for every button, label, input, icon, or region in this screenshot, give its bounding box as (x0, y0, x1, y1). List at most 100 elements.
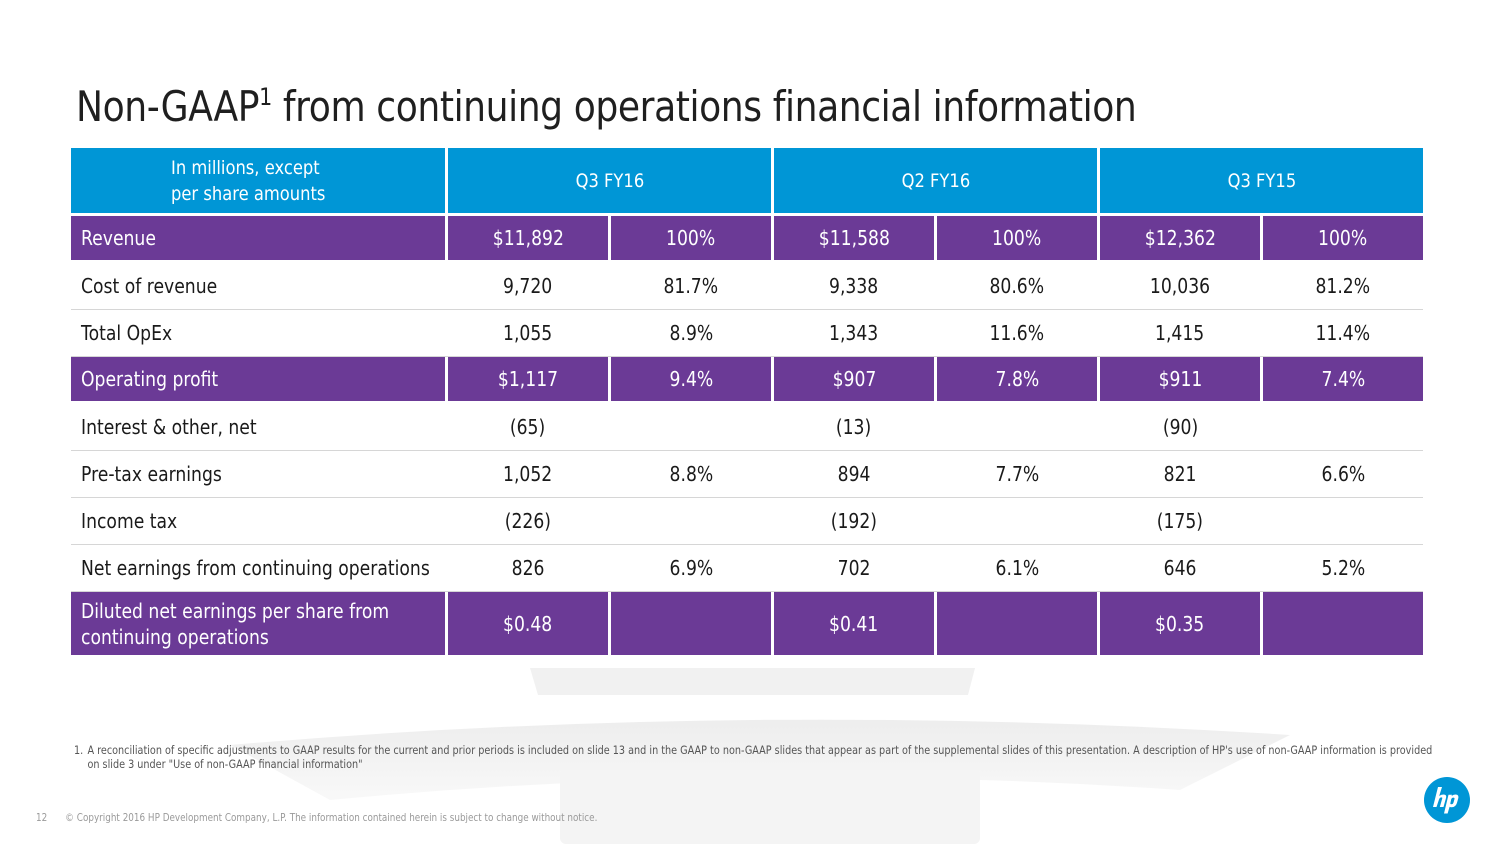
cell-value: (65) (510, 415, 546, 439)
cell-q2fy16-value: $11,588 (774, 216, 935, 263)
row-divider (71, 309, 1420, 310)
cell-value: 11.6% (989, 321, 1045, 345)
cell-q2fy16-value: 894 (774, 451, 935, 498)
cell-value: (90) (1162, 415, 1198, 439)
cell-value: 1,052 (503, 462, 553, 486)
cell-value: $911 (1158, 367, 1202, 391)
cell-q3fy15-percent: 6.6% (1263, 451, 1424, 498)
cell-q3fy15-percent (1263, 498, 1424, 545)
cell-value: 9.4% (669, 367, 713, 391)
row-label-text: Total OpEx (81, 321, 173, 345)
cell-q2fy16-value: $907 (774, 357, 935, 404)
cell-value: 8.8% (669, 462, 713, 486)
footnote-number: 1. (74, 743, 84, 757)
row-divider (71, 450, 1420, 451)
cell-value: 6.6% (1321, 462, 1365, 486)
cell-q2fy16-value: 9,338 (774, 263, 935, 310)
row-label-text: Cost of revenue (81, 274, 218, 298)
title-rest: from continuing operations financial inf… (271, 82, 1137, 131)
row-label-text: Net earnings from continuing operations (81, 556, 430, 580)
cell-q3fy16-value: $11,892 (448, 216, 608, 263)
cell-value: 9,338 (829, 274, 879, 298)
cell-value: 826 (511, 556, 545, 580)
cell-q2fy16-percent (937, 592, 1098, 658)
table-row-pre-tax-earnings: Pre-tax earnings 1,052 8.8% 894 7.7% 821 6.6% (71, 451, 1424, 498)
cell-q3fy15-percent: 7.4% (1263, 357, 1424, 404)
cell-q3fy15-value: (90) (1100, 404, 1261, 451)
cell-value: 8.9% (669, 321, 713, 345)
cell-q3fy15-value: 10,036 (1100, 263, 1261, 310)
cell-value: 100% (992, 226, 1042, 250)
cell-q3fy16-percent: 8.9% (611, 310, 772, 357)
table-row-total-opex: Total OpEx 1,055 8.9% 1,343 11.6% 1,415 11.4% (71, 310, 1424, 357)
cell-q3fy16-percent (611, 498, 772, 545)
table-row-net-earnings-from-continuing-operations: Net earnings from continuing operations 8… (71, 545, 1424, 592)
cell-q3fy15-percent (1263, 592, 1424, 658)
row-label-text: Revenue (81, 226, 156, 250)
cell-q3fy16-value: 826 (448, 545, 608, 592)
row-label: Diluted net earnings per share from cont… (71, 592, 445, 658)
title-footnote-marker: 1 (259, 83, 272, 111)
cell-q3fy16-percent: 81.7% (611, 263, 772, 310)
cell-q3fy15-percent: 81.2% (1263, 263, 1424, 310)
cell-q3fy16-percent (611, 404, 772, 451)
cell-q2fy16-value: 1,343 (774, 310, 935, 357)
cell-value: $11,892 (492, 226, 564, 250)
cell-q3fy16-value: $1,117 (448, 357, 608, 404)
cell-q3fy15-value: $0.35 (1100, 592, 1261, 658)
row-label-text: Operating profit (81, 367, 219, 391)
cell-value: $1,117 (497, 367, 559, 391)
cell-value: 1,343 (829, 321, 879, 345)
cell-value: (192) (830, 509, 878, 533)
cell-q3fy16-value: 9,720 (448, 263, 608, 310)
table-row-cost-of-revenue: Cost of revenue 9,720 81.7% 9,338 80.6% 10,03… (71, 263, 1424, 310)
cell-q2fy16-percent (937, 404, 1098, 451)
footnote: 1. A reconciliation of specific adjustme… (74, 743, 1434, 771)
table-header-row: In millions, except per share amounts Q3 … (71, 148, 1424, 216)
cell-q3fy15-value: $12,362 (1100, 216, 1261, 263)
cell-value: 821 (1163, 462, 1197, 486)
cell-value: 80.6% (989, 274, 1045, 298)
cell-value: $11,588 (818, 226, 890, 250)
cell-q3fy16-percent: 100% (611, 216, 772, 263)
cell-q3fy15-value: 821 (1100, 451, 1261, 498)
cell-q3fy16-percent: 8.8% (611, 451, 772, 498)
cell-value: 702 (837, 556, 871, 580)
cell-value: 1,055 (503, 321, 553, 345)
cell-q2fy16-value: (13) (774, 404, 935, 451)
page-number: 12 (36, 812, 48, 824)
cell-value: 7.7% (995, 462, 1039, 486)
table-body: Revenue $11,892 100% $11,588 100% $12,362 100%… (71, 216, 1424, 658)
row-label: Revenue (71, 216, 445, 263)
cell-q3fy15-value: (175) (1100, 498, 1261, 545)
cell-q2fy16-percent (937, 498, 1098, 545)
slide-footer: 12 © Copyright 2016 HP Development Compa… (36, 812, 597, 824)
cell-q3fy16-value: (65) (448, 404, 608, 451)
slide-title: Non-GAAP1 from continuing operations fin… (76, 82, 1137, 131)
cell-value: $907 (832, 367, 876, 391)
cell-value: $0.41 (829, 611, 879, 636)
footnote-text: A reconciliation of specific adjustments… (87, 743, 1433, 771)
cell-value: 7.4% (1321, 367, 1365, 391)
cell-value: 10,036 (1149, 274, 1211, 298)
row-label-text: Pre-tax earnings (81, 462, 222, 486)
cell-value: $0.35 (1155, 611, 1205, 636)
cell-value: 1,415 (1155, 321, 1205, 345)
cell-q3fy15-value: $911 (1100, 357, 1261, 404)
table-row-income-tax: Income tax (226) (192) (175) (71, 498, 1424, 545)
cell-value: 5.2% (1321, 556, 1365, 580)
cell-q2fy16-percent: 6.1% (937, 545, 1098, 592)
cell-q3fy16-percent: 9.4% (611, 357, 772, 404)
cell-q3fy16-value: (226) (448, 498, 608, 545)
row-divider (71, 356, 1420, 357)
table-row-operating-profit: Operating profit $1,117 9.4% $907 7.8% $911 7.… (71, 357, 1424, 404)
cell-value: 6.9% (669, 556, 713, 580)
cell-value: 11.4% (1315, 321, 1371, 345)
cell-q2fy16-percent: 11.6% (937, 310, 1098, 357)
cell-q3fy15-value: 1,415 (1100, 310, 1261, 357)
row-label: Cost of revenue (71, 263, 445, 310)
cell-q3fy16-value: 1,055 (448, 310, 608, 357)
cell-q2fy16-percent: 7.7% (937, 451, 1098, 498)
header-period-q3fy15: Q3 FY15 (1100, 148, 1424, 216)
cell-value: 100% (666, 226, 716, 250)
